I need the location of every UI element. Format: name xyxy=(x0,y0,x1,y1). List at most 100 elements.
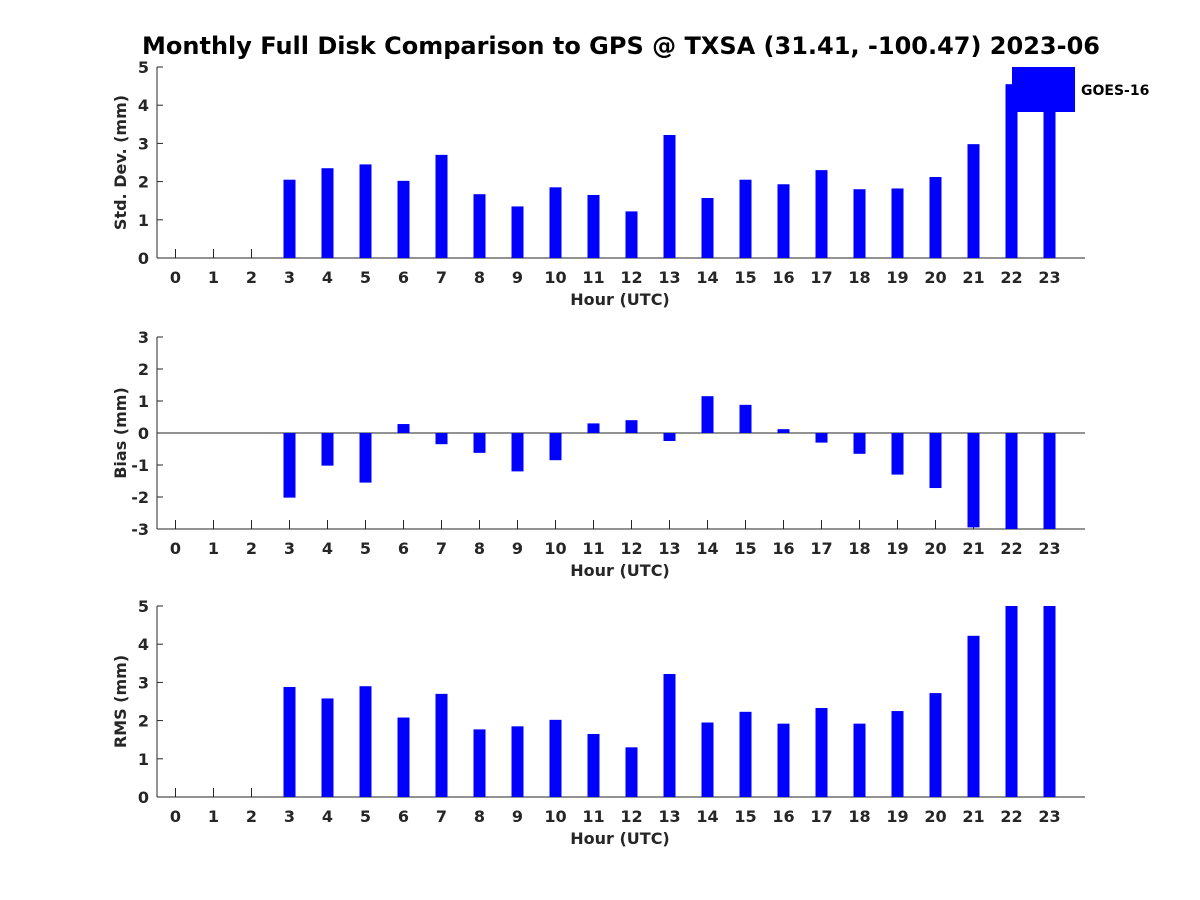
bar-hour-18 xyxy=(853,433,866,454)
bar-hour-23 xyxy=(1043,606,1056,797)
x-tick-label: 22 xyxy=(1000,268,1022,287)
bar-hour-13 xyxy=(663,134,676,258)
bar-hour-8 xyxy=(473,194,486,258)
bar-hour-19 xyxy=(891,711,904,797)
x-tick-label: 18 xyxy=(848,807,870,826)
bar-hour-17 xyxy=(815,707,828,797)
x-tick-label: 14 xyxy=(696,268,718,287)
y-tick-label: 1 xyxy=(138,211,149,230)
bar-hour-10 xyxy=(549,719,562,797)
y-axis-label: Bias (mm) xyxy=(111,387,130,479)
bar-hour-11 xyxy=(587,423,600,433)
x-tick-label: 20 xyxy=(924,268,946,287)
x-tick-label: 14 xyxy=(696,539,718,558)
y-tick-label: -3 xyxy=(131,520,149,539)
bar-hour-19 xyxy=(891,188,904,258)
x-tick-label: 2 xyxy=(246,539,257,558)
legend: GOES-16 xyxy=(1012,67,1149,112)
x-tick-label: 7 xyxy=(436,807,447,826)
x-tick-label: 4 xyxy=(322,807,333,826)
x-tick-label: 3 xyxy=(284,807,295,826)
x-tick-label: 21 xyxy=(962,539,984,558)
x-tick-label: 1 xyxy=(208,268,219,287)
bar-hour-12 xyxy=(625,420,638,433)
x-tick-label: 23 xyxy=(1038,807,1060,826)
x-tick-label: 8 xyxy=(474,539,485,558)
legend-swatch xyxy=(1012,67,1075,112)
bar-hour-20 xyxy=(929,693,942,797)
y-tick-label: 1 xyxy=(138,392,149,411)
x-tick-label: 16 xyxy=(772,268,794,287)
bar-hour-12 xyxy=(625,747,638,797)
x-tick-label: 17 xyxy=(810,268,832,287)
x-tick-label: 15 xyxy=(734,807,756,826)
x-tick-label: 4 xyxy=(322,539,333,558)
x-tick-label: 9 xyxy=(512,268,523,287)
bar-hour-8 xyxy=(473,729,486,797)
x-tick-label: 23 xyxy=(1038,539,1060,558)
bar-hour-21 xyxy=(967,635,980,797)
x-tick-label: 3 xyxy=(284,539,295,558)
bar-hour-21 xyxy=(967,433,980,528)
y-tick-label: 3 xyxy=(138,673,149,692)
x-tick-label: 16 xyxy=(772,539,794,558)
bar-hour-13 xyxy=(663,433,676,441)
x-tick-label: 15 xyxy=(734,268,756,287)
x-tick-label: 17 xyxy=(810,807,832,826)
y-tick-label: 3 xyxy=(138,134,149,153)
x-axis-label: Hour (UTC) xyxy=(570,290,670,309)
bar-hour-11 xyxy=(587,194,600,258)
bar-hour-5 xyxy=(359,433,372,483)
bar-hour-11 xyxy=(587,733,600,797)
x-tick-label: 22 xyxy=(1000,807,1022,826)
y-tick-label: 0 xyxy=(138,788,149,807)
x-tick-label: 1 xyxy=(208,539,219,558)
x-tick-label: 11 xyxy=(582,268,604,287)
bar-hour-20 xyxy=(929,433,942,489)
y-tick-label: 0 xyxy=(138,249,149,268)
x-tick-label: 11 xyxy=(582,539,604,558)
x-tick-label: 10 xyxy=(544,539,566,558)
bar-hour-10 xyxy=(549,433,562,461)
bar-hour-16 xyxy=(777,723,790,797)
x-tick-label: 12 xyxy=(620,268,642,287)
x-tick-label: 10 xyxy=(544,268,566,287)
x-tick-label: 7 xyxy=(436,268,447,287)
x-tick-label: 23 xyxy=(1038,268,1060,287)
x-axis-label: Hour (UTC) xyxy=(570,561,670,580)
y-axis-label: Std. Dev. (mm) xyxy=(111,95,130,230)
x-tick-label: 10 xyxy=(544,807,566,826)
bar-hour-6 xyxy=(397,424,410,433)
x-tick-label: 2 xyxy=(246,807,257,826)
y-tick-label: 1 xyxy=(138,750,149,769)
x-tick-label: 19 xyxy=(886,539,908,558)
bar-hour-5 xyxy=(359,686,372,797)
bar-hour-4 xyxy=(321,698,334,797)
x-tick-label: 12 xyxy=(620,539,642,558)
y-tick-label: 2 xyxy=(138,712,149,731)
bar-hour-4 xyxy=(321,433,334,466)
x-tick-label: 22 xyxy=(1000,539,1022,558)
y-tick-label: -1 xyxy=(131,456,149,475)
x-tick-label: 8 xyxy=(474,268,485,287)
x-tick-label: 6 xyxy=(398,268,409,287)
x-tick-label: 5 xyxy=(360,807,371,826)
x-tick-label: 17 xyxy=(810,539,832,558)
y-tick-label: 2 xyxy=(138,173,149,192)
bar-hour-15 xyxy=(739,711,752,797)
y-axis-label: RMS (mm) xyxy=(111,655,130,748)
x-tick-label: 5 xyxy=(360,539,371,558)
bar-hour-7 xyxy=(435,433,448,445)
bar-hour-14 xyxy=(701,722,714,797)
bar-hour-21 xyxy=(967,144,980,258)
y-tick-label: 2 xyxy=(138,360,149,379)
y-tick-label: 3 xyxy=(138,328,149,347)
x-tick-label: 0 xyxy=(170,807,181,826)
x-tick-label: 13 xyxy=(658,268,680,287)
x-tick-label: 11 xyxy=(582,807,604,826)
